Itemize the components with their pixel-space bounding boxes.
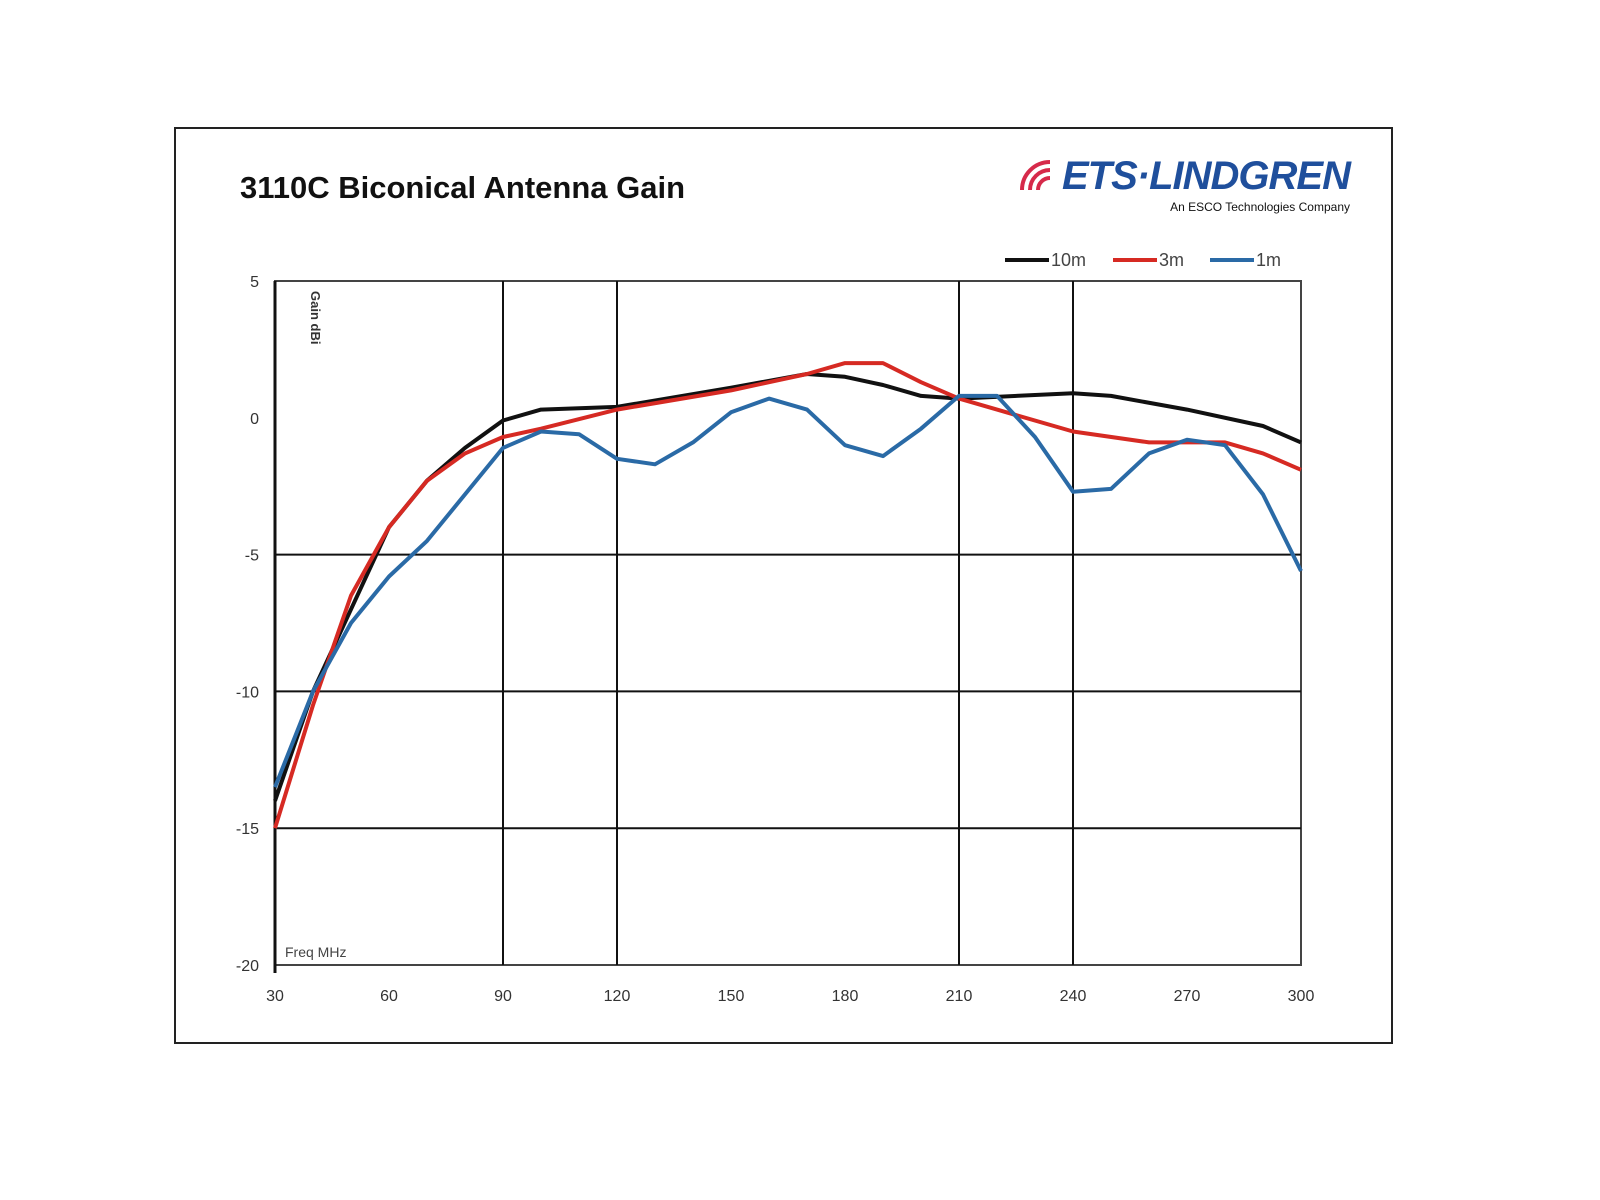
legend-label-10m: 10m	[1051, 250, 1086, 270]
x-tick-label: 90	[494, 988, 512, 1005]
x-axis-label: Freq MHz	[285, 944, 346, 960]
chart-frame	[174, 127, 1393, 1044]
x-tick-label: 180	[832, 988, 859, 1005]
x-tick-label: 60	[380, 988, 398, 1005]
series-line-1m	[273, 393, 1303, 788]
y-tick-label: -20	[236, 958, 259, 975]
y-tick-label: 5	[250, 274, 259, 291]
series-line-3m	[273, 361, 1302, 829]
y-axis-label: Gain dBi	[308, 291, 323, 344]
chart-title: 3110C Biconical Antenna Gain	[240, 170, 686, 205]
company-logo: ETS·LINDGREN An ESCO Technologies Compan…	[1020, 154, 1351, 214]
y-tick-label: -10	[236, 684, 259, 701]
legend-label-3m: 3m	[1159, 250, 1184, 270]
x-tick-label: 300	[1288, 988, 1315, 1005]
x-tick-label: 240	[1060, 988, 1087, 1005]
logo-text: ETS·LINDGREN	[1062, 154, 1351, 198]
x-tick-label: 150	[718, 988, 745, 1005]
x-tick-label: 30	[266, 988, 284, 1005]
logo-waves-icon	[1020, 160, 1051, 191]
x-tick-label: 210	[946, 988, 973, 1005]
series-line-10m	[273, 372, 1302, 802]
x-tick-label: 270	[1174, 988, 1201, 1005]
x-tick-label: 120	[604, 988, 631, 1005]
logo-subtitle: An ESCO Technologies Company	[1170, 200, 1350, 214]
plot-area	[274, 280, 1302, 966]
y-tick-label: -15	[236, 821, 259, 838]
legend-label-1m: 1m	[1256, 250, 1281, 270]
y-tick-label: 0	[250, 411, 259, 428]
y-tick-label: -5	[245, 548, 259, 565]
